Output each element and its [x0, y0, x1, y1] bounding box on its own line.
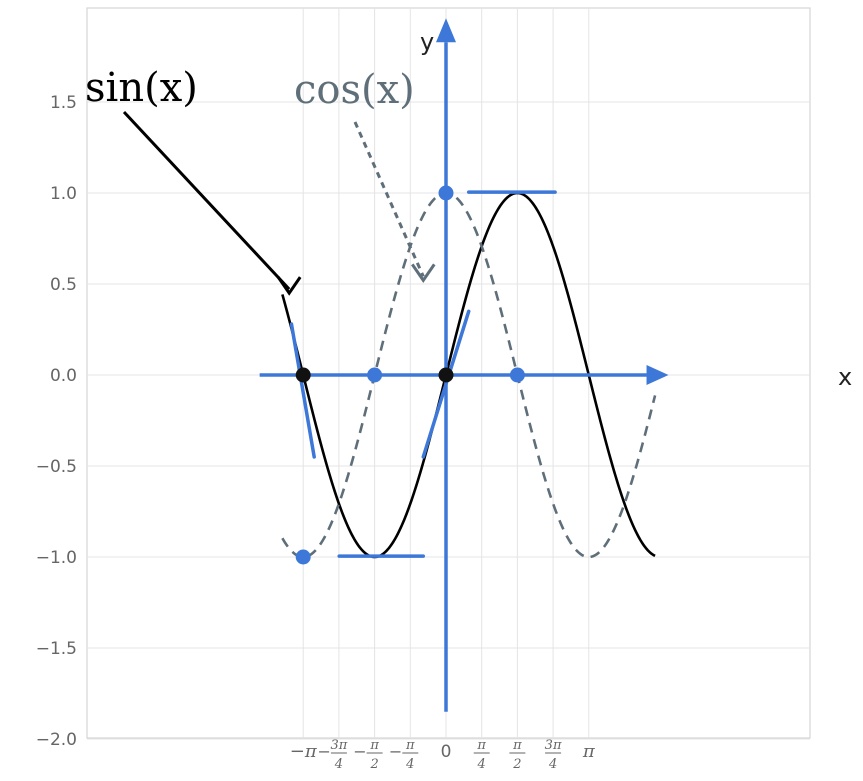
- svg-text:4: 4: [334, 757, 343, 772]
- y-tick-label: 0.0: [50, 366, 77, 386]
- x-tick-label: − π 4: [389, 738, 419, 772]
- tick-labels: 1.51.00.50.0−0.5−1.0−1.5−2.0−π −3π4− π2− π4…: [36, 93, 596, 772]
- tangent-segment: [421, 309, 471, 459]
- svg-text:3π: 3π: [330, 738, 347, 753]
- annotations: sin(x) cos(x): [85, 65, 436, 296]
- x-tick-label: −3π 4: [318, 738, 348, 772]
- marked-point: [509, 367, 525, 383]
- svg-text:π: π: [512, 738, 522, 753]
- annotation-arrowhead: [276, 276, 302, 296]
- y-axis-arrowhead: [436, 18, 456, 43]
- x-axis-arrowhead: [646, 365, 669, 385]
- marked-point: [438, 185, 454, 201]
- y-tick-label: −0.5: [36, 457, 77, 477]
- y-tick-label: −1.5: [36, 639, 77, 659]
- svg-text:4: 4: [477, 757, 486, 772]
- marked-point: [438, 367, 454, 383]
- marked-point: [295, 549, 311, 565]
- curves-layer: [281, 191, 657, 559]
- svg-text:π: π: [476, 738, 486, 753]
- x-tick-label: −π: [290, 741, 318, 762]
- marked-point: [367, 367, 383, 383]
- svg-text:−: −: [389, 742, 402, 761]
- svg-text:3π: 3π: [545, 738, 562, 753]
- y-tick-label: −2.0: [36, 730, 77, 750]
- series-cos-line: [281, 191, 657, 559]
- svg-text:−: −: [353, 742, 366, 761]
- annotation-label: cos(x): [294, 67, 415, 113]
- annotation-arrow: [122, 110, 291, 291]
- annotation-arrowhead: [411, 263, 436, 284]
- svg-text:4: 4: [548, 757, 557, 772]
- y-tick-label: −1.0: [36, 548, 77, 568]
- marked-point: [295, 367, 311, 383]
- x-tick-label: π: [582, 741, 596, 762]
- y-tick-label: 1.5: [50, 93, 77, 113]
- tangent-segments: [289, 190, 557, 558]
- svg-text:−: −: [318, 742, 331, 761]
- svg-text:π: π: [369, 738, 379, 753]
- x-tick-label: 0: [441, 742, 452, 762]
- svg-text:4: 4: [405, 757, 414, 772]
- x-axis-label: x: [838, 363, 852, 391]
- svg-text:π: π: [405, 738, 415, 753]
- y-tick-label: 1.0: [50, 184, 77, 204]
- x-tick-label: π2: [509, 738, 526, 772]
- y-tick-label: 0.5: [50, 275, 77, 295]
- x-tick-label: 3π4: [545, 738, 562, 772]
- x-tick-label: π4: [473, 738, 490, 772]
- marked-points: [295, 185, 525, 565]
- x-tick-label: − π 2: [353, 738, 383, 772]
- annotation-label: sin(x): [85, 65, 198, 111]
- y-axis-label: y: [420, 28, 434, 56]
- tangent-segment: [289, 322, 316, 459]
- series-sin-line: [281, 191, 656, 559]
- svg-text:2: 2: [512, 757, 521, 772]
- svg-text:2: 2: [369, 757, 378, 772]
